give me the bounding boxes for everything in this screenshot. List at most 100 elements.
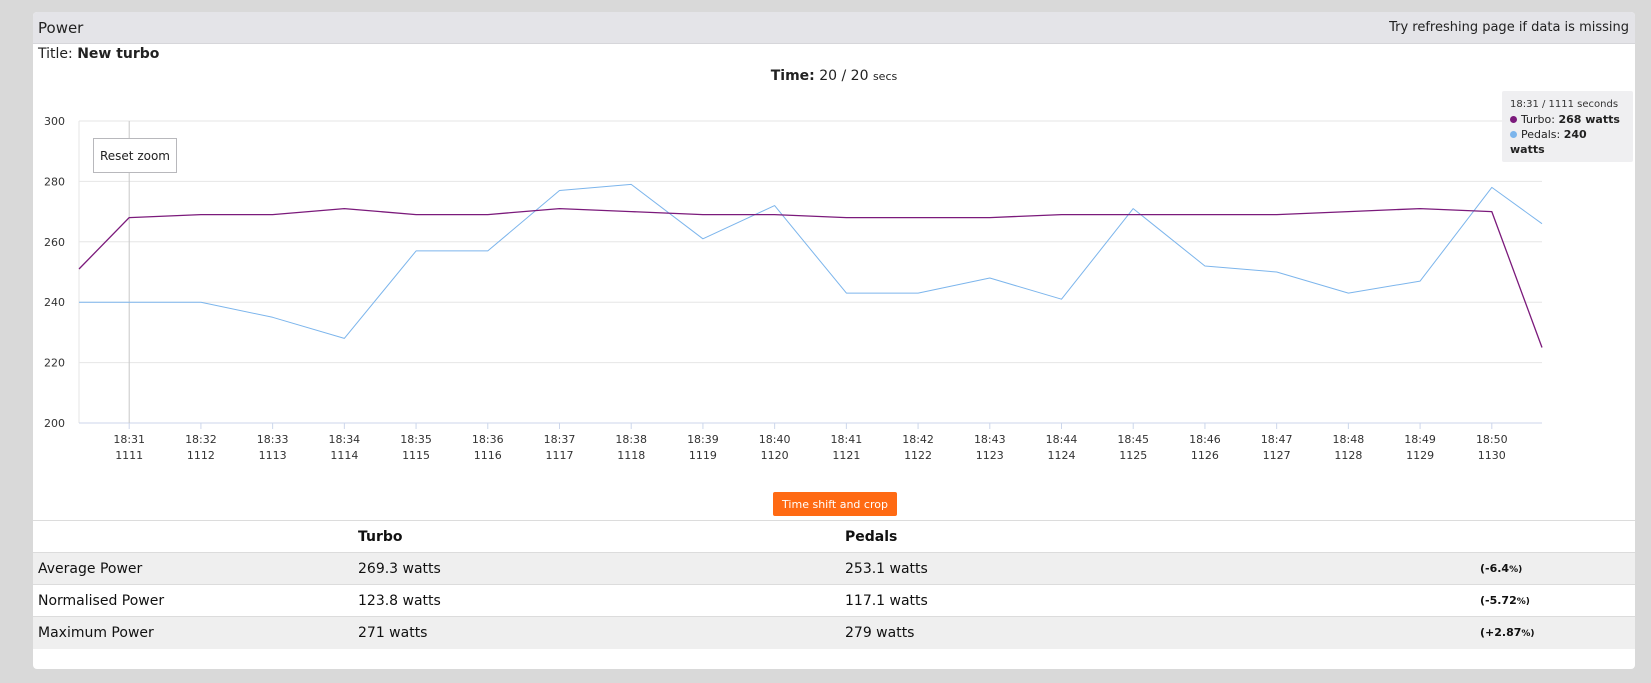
x-tick-label-clock: 18:49 [1404,433,1436,446]
stats-header-empty [33,521,353,553]
power-chart[interactable]: 18:31 1111 18:32 1112 18:33 1113 18:34 1114 18:3… [33,92,1635,492]
x-tick-label-clock: 18:39 [687,433,719,446]
reset-zoom-button[interactable]: Reset zoom [93,138,177,173]
row-diff: (+2.87%) [1480,617,1635,649]
series-line-turbo [78,207,1543,348]
time-label: Time: [770,68,815,84]
x-tick-label-seconds: 1128 [1334,449,1362,462]
panel-header: Power Try refreshing page if data is mis… [33,12,1635,44]
row-turbo: 269.3 watts [358,560,441,577]
time-total: 20 [850,68,869,84]
time-shift-crop-button[interactable]: Time shift and crop [773,492,897,516]
x-tick-label-clock: 18:40 [759,433,791,446]
x-tick-label-seconds: 1112 [187,449,215,462]
row-diff: (-5.72%) [1480,585,1635,617]
row-pedals: 117.1 watts [845,592,928,609]
time-value: 20 / [819,68,847,84]
pedals-dot-icon [1510,131,1517,138]
x-tick-label-seconds: 1116 [474,449,502,462]
series-line-pedals [79,183,1543,339]
row-diff-value: (-5.72 [1480,594,1517,607]
x-tick-label-seconds: 1126 [1191,449,1219,462]
x-tick-label-clock: 18:34 [328,433,360,446]
table-row: Maximum Power 271 watts 279 watts (+2.87… [33,616,1635,649]
x-tick-label-clock: 18:37 [544,433,576,446]
x-tick-label-seconds: 1124 [1048,449,1076,462]
panel-title: Power [38,18,84,37]
x-tick-label-seconds: 1125 [1119,449,1147,462]
y-tick-label: 280 [44,175,65,188]
title-label: Title: [38,46,73,62]
x-tick-label-clock: 18:35 [400,433,432,446]
x-tick-label-seconds: 1123 [976,449,1004,462]
x-tick-label-seconds: 1130 [1478,449,1506,462]
chart-y-axis: 200 220 240 260 280 300 [44,115,65,430]
x-tick-label-clock: 18:47 [1261,433,1293,446]
x-tick-label-clock: 18:45 [1117,433,1149,446]
tooltip-pedals-value: 240 watts [1510,128,1587,156]
stats-header-row: Turbo Pedals [33,520,1635,553]
table-row: Normalised Power 123.8 watts 117.1 watts… [33,584,1635,617]
x-tick-label-clock: 18:42 [902,433,934,446]
session-title: Title: New turbo [38,46,159,62]
table-row: Average Power 269.3 watts 253.1 watts (-… [33,552,1635,585]
stats-header-turbo: Turbo [358,528,403,545]
x-tick-label-clock: 18:50 [1476,433,1508,446]
row-diff: (-6.4%) [1480,553,1635,585]
title-value: New turbo [77,46,160,62]
row-pedals: 279 watts [845,624,915,641]
power-stats-table: Turbo Pedals Average Power 269.3 watts 2… [33,520,1635,649]
row-label: Average Power [38,560,143,577]
tooltip-header: 18:31 / 1111 seconds [1510,99,1619,110]
x-tick-label-clock: 18:36 [472,433,504,446]
tooltip-pedals: Pedals: 240 watts [1510,127,1625,157]
row-diff-value: (+2.87 [1480,626,1522,640]
tooltip-pedals-label: Pedals: [1521,128,1561,141]
y-tick-label: 240 [44,296,65,309]
row-diff-value: (-6.4 [1480,562,1510,575]
y-tick-label: 220 [44,357,65,370]
tooltip-turbo: Turbo: 268 watts [1510,112,1625,127]
row-label: Maximum Power [38,624,154,641]
x-tick-label-seconds: 1117 [545,449,573,462]
x-tick-label-seconds: 1111 [115,449,143,462]
x-tick-label-seconds: 1120 [761,449,789,462]
x-tick-label-clock: 18:48 [1333,433,1365,446]
chart-grid [78,120,1542,424]
x-tick-label-seconds: 1122 [904,449,932,462]
x-tick-label-seconds: 1113 [259,449,287,462]
x-tick-label-seconds: 1119 [689,449,717,462]
row-diff-unit: %) [1516,597,1530,607]
x-tick-label-clock: 18:43 [974,433,1006,446]
y-tick-label: 300 [44,115,65,128]
stats-header-diff [1480,521,1635,553]
chart-x-axis: 18:31 1111 18:32 1112 18:33 1113 18:34 1114 18:3… [79,422,1542,462]
row-diff-unit: %) [1509,565,1523,575]
power-panel: Power Try refreshing page if data is mis… [33,12,1635,669]
stats-header-pedals: Pedals [845,528,898,545]
row-label: Normalised Power [38,592,165,609]
y-tick-label: 260 [44,236,65,249]
row-pedals: 253.1 watts [845,560,928,577]
x-tick-label-clock: 18:44 [1046,433,1078,446]
time-unit: secs [872,70,898,83]
x-tick-label-seconds: 1121 [832,449,860,462]
chart-tooltip: 18:31 / 1111 seconds Turbo: 268 watts Pe… [1502,91,1633,162]
x-tick-label-seconds: 1115 [402,449,430,462]
session-time: Time: 20 / 20 secs [33,68,1635,84]
row-diff-unit: %) [1521,629,1535,640]
turbo-dot-icon [1510,116,1517,123]
x-tick-label-seconds: 1114 [330,449,358,462]
x-tick-label-clock: 18:46 [1189,433,1221,446]
chart-series [78,183,1543,348]
x-tick-label-seconds: 1127 [1263,449,1291,462]
x-tick-label-clock: 18:38 [615,433,647,446]
row-turbo: 123.8 watts [358,592,441,609]
x-tick-label-seconds: 1118 [617,449,645,462]
tooltip-turbo-label: Turbo: [1521,113,1555,126]
row-turbo: 271 watts [358,624,428,641]
x-tick-label-seconds: 1129 [1406,449,1434,462]
x-tick-label-clock: 18:41 [831,433,863,446]
x-tick-label-clock: 18:33 [257,433,289,446]
tooltip-turbo-value: 268 watts [1558,113,1620,126]
